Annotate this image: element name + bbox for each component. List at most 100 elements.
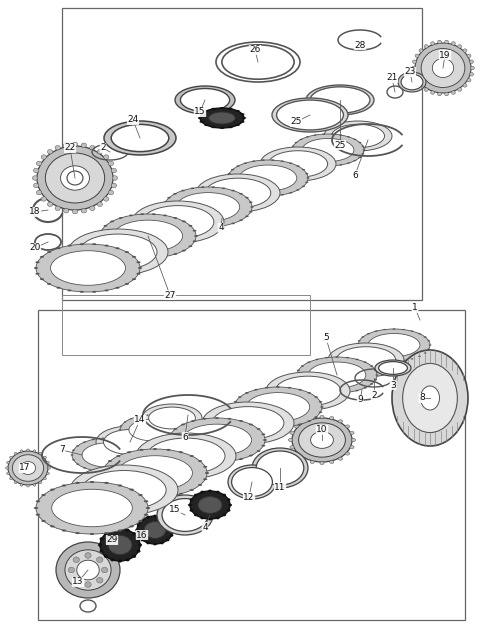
Ellipse shape	[44, 477, 47, 480]
Ellipse shape	[246, 393, 310, 421]
Text: 6: 6	[182, 433, 188, 442]
Ellipse shape	[276, 386, 280, 388]
Ellipse shape	[191, 420, 195, 422]
Ellipse shape	[110, 529, 114, 532]
Ellipse shape	[351, 439, 356, 442]
Ellipse shape	[178, 437, 180, 439]
Ellipse shape	[347, 136, 350, 138]
Ellipse shape	[48, 202, 53, 206]
Ellipse shape	[181, 222, 185, 224]
Ellipse shape	[168, 433, 172, 435]
Ellipse shape	[238, 396, 241, 398]
Ellipse shape	[228, 173, 231, 174]
Ellipse shape	[297, 370, 300, 371]
Ellipse shape	[205, 472, 209, 474]
Ellipse shape	[166, 519, 169, 521]
Ellipse shape	[26, 449, 29, 451]
Ellipse shape	[336, 356, 338, 358]
Ellipse shape	[290, 431, 294, 435]
Ellipse shape	[112, 471, 115, 473]
Ellipse shape	[470, 66, 474, 69]
Ellipse shape	[119, 217, 123, 219]
Ellipse shape	[41, 197, 47, 201]
Ellipse shape	[302, 169, 305, 170]
Ellipse shape	[92, 439, 95, 440]
Ellipse shape	[239, 193, 243, 195]
Ellipse shape	[10, 477, 12, 480]
Ellipse shape	[368, 334, 420, 356]
Text: 7: 7	[59, 446, 65, 455]
Ellipse shape	[353, 139, 356, 140]
Ellipse shape	[262, 195, 265, 197]
Ellipse shape	[144, 514, 148, 516]
Ellipse shape	[130, 440, 132, 442]
Ellipse shape	[265, 387, 268, 388]
Ellipse shape	[169, 418, 265, 462]
Ellipse shape	[249, 201, 252, 203]
Ellipse shape	[336, 392, 338, 394]
Text: 6: 6	[352, 170, 358, 179]
Ellipse shape	[364, 361, 367, 363]
Ellipse shape	[254, 424, 258, 425]
Ellipse shape	[129, 256, 133, 257]
Ellipse shape	[175, 86, 235, 114]
Ellipse shape	[190, 491, 230, 519]
Ellipse shape	[222, 494, 226, 496]
Text: 23: 23	[404, 68, 416, 77]
Ellipse shape	[127, 451, 131, 453]
Ellipse shape	[427, 349, 430, 350]
Ellipse shape	[458, 88, 462, 91]
Ellipse shape	[294, 425, 299, 428]
Ellipse shape	[129, 419, 175, 441]
Text: 21: 21	[386, 73, 398, 82]
Ellipse shape	[239, 219, 243, 221]
Ellipse shape	[234, 387, 322, 427]
Ellipse shape	[82, 471, 166, 509]
Ellipse shape	[55, 145, 60, 150]
Ellipse shape	[99, 240, 103, 242]
Ellipse shape	[232, 406, 236, 408]
Ellipse shape	[56, 248, 60, 249]
Ellipse shape	[8, 451, 48, 485]
Ellipse shape	[81, 143, 86, 147]
Ellipse shape	[75, 482, 80, 484]
Ellipse shape	[47, 251, 51, 253]
Text: 3: 3	[390, 381, 396, 390]
Ellipse shape	[215, 461, 219, 463]
Ellipse shape	[62, 529, 66, 532]
Ellipse shape	[339, 165, 342, 166]
Ellipse shape	[201, 226, 204, 228]
Ellipse shape	[410, 358, 413, 359]
Ellipse shape	[336, 347, 396, 373]
Ellipse shape	[346, 357, 349, 358]
Ellipse shape	[281, 194, 284, 195]
Ellipse shape	[112, 437, 115, 439]
Ellipse shape	[212, 186, 215, 188]
Ellipse shape	[272, 98, 348, 132]
Ellipse shape	[190, 498, 193, 501]
Ellipse shape	[126, 558, 130, 561]
Ellipse shape	[262, 159, 265, 161]
Ellipse shape	[170, 523, 173, 526]
Ellipse shape	[97, 202, 103, 206]
Ellipse shape	[375, 374, 379, 376]
Ellipse shape	[111, 168, 117, 173]
Ellipse shape	[104, 244, 108, 246]
Ellipse shape	[301, 420, 306, 423]
Ellipse shape	[211, 126, 216, 128]
Ellipse shape	[276, 100, 344, 130]
Ellipse shape	[81, 208, 86, 213]
Ellipse shape	[338, 457, 343, 460]
Ellipse shape	[180, 89, 229, 111]
Ellipse shape	[97, 149, 103, 154]
Ellipse shape	[164, 416, 167, 417]
Ellipse shape	[375, 360, 411, 376]
Ellipse shape	[302, 138, 354, 161]
Ellipse shape	[125, 283, 129, 285]
Ellipse shape	[153, 514, 157, 518]
Ellipse shape	[331, 134, 334, 135]
Ellipse shape	[36, 261, 39, 263]
Text: 8: 8	[419, 394, 425, 403]
Ellipse shape	[310, 87, 370, 113]
Ellipse shape	[116, 489, 120, 491]
